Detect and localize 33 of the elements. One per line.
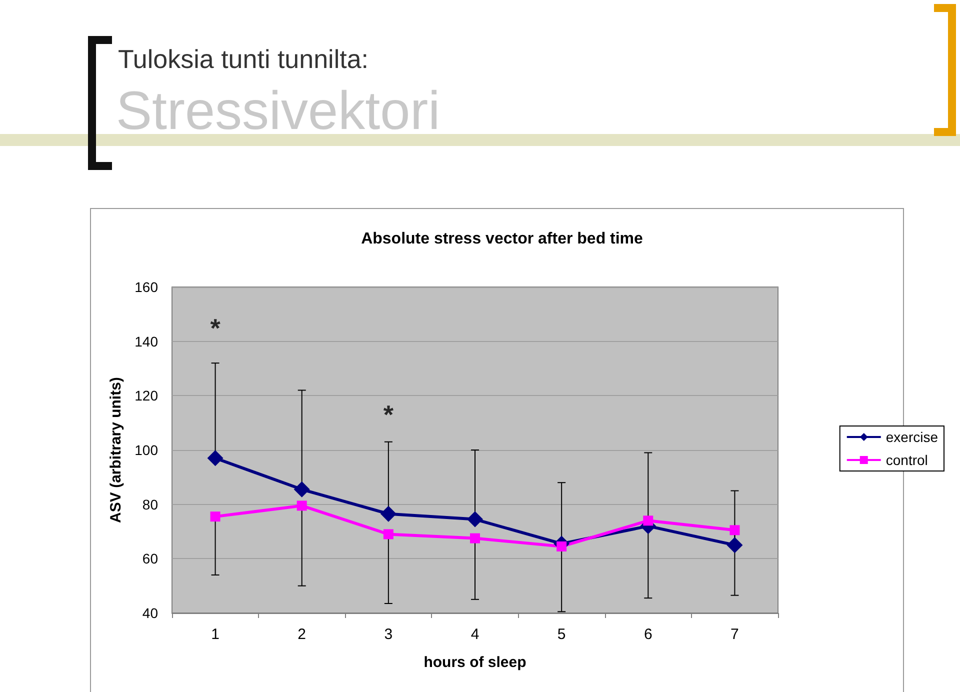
point — [210, 512, 220, 522]
point — [726, 537, 743, 554]
y-axis-title: ASV (arbitrary units) — [108, 377, 125, 523]
point — [643, 516, 654, 526]
text: Tuloksia tunti tunnilta: — [118, 44, 369, 75]
point — [383, 529, 394, 540]
x-tick-label: 2 — [298, 626, 306, 643]
chart-title: Absolute stress vector after bed time — [361, 230, 644, 248]
legend-label: exercise — [886, 429, 938, 445]
point — [294, 481, 310, 498]
annotation: * — [210, 312, 222, 343]
annotation: * — [383, 400, 394, 430]
y-tick-label: 100 — [134, 442, 158, 458]
x-tick-label: 7 — [730, 626, 739, 643]
legend-label: control — [886, 452, 928, 468]
y-tick-label: 60 — [142, 550, 158, 567]
point — [207, 450, 224, 466]
y-tick-label: 120 — [134, 388, 158, 404]
x-tick-label: 3 — [384, 626, 393, 643]
point — [380, 506, 396, 522]
point — [730, 525, 740, 536]
x-tick-label: 4 — [470, 626, 480, 643]
y-tick-label: 160 — [134, 279, 158, 295]
x-tick-label: 6 — [644, 626, 652, 643]
y-tick-label: 80 — [142, 496, 158, 512]
point — [467, 511, 483, 528]
x-axis-title: hours of sleep — [424, 654, 526, 671]
point — [470, 533, 480, 544]
x-tick-label: 5 — [557, 626, 566, 643]
x-tick-label: 1 — [211, 626, 220, 643]
point — [296, 500, 307, 511]
y-tick-label: 140 — [134, 333, 158, 350]
y-tick-label: 40 — [142, 605, 158, 621]
